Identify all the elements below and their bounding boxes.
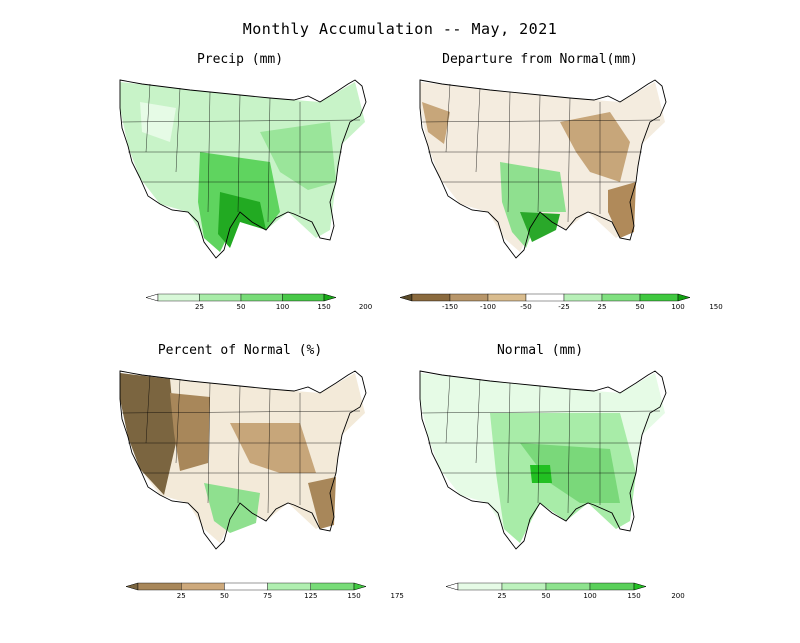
state-borders — [421, 374, 661, 514]
colorbar-segment — [563, 293, 603, 302]
us-outline — [419, 79, 667, 259]
colorbar-departure: -150 -100 -50 -25 25 50 100 150 — [399, 292, 723, 314]
colorbar-segment — [601, 293, 641, 302]
us-outline — [119, 370, 367, 550]
map-departure — [419, 79, 667, 259]
colorbar-arrow-high — [353, 582, 367, 591]
colorbar-segment — [639, 293, 679, 302]
panel-normal: Normal (mm) 25 50 100 150 200 — [380, 343, 700, 643]
colorbar-segment — [224, 582, 268, 591]
colorbar-arrow-low — [445, 582, 459, 591]
panel-title-normal: Normal (mm) — [496, 343, 584, 358]
colorbar-segment — [310, 582, 355, 591]
colorbar-tick-label: 150 — [347, 592, 360, 600]
colorbar-arrow-high — [323, 293, 337, 302]
colorbar-tick-label: 200 — [671, 592, 684, 600]
colorbar-segment — [525, 293, 565, 302]
departure-shading — [420, 82, 665, 252]
colorbar-arrow-high — [633, 582, 647, 591]
colorbar-tick-label: 200 — [359, 303, 372, 311]
us-outline — [119, 79, 367, 259]
colorbar-tick-label: 50 — [542, 592, 551, 600]
map-percent — [119, 370, 367, 550]
state-borders — [121, 374, 361, 514]
colorbar-segment — [589, 582, 635, 591]
panel-title-precip: Precip (mm) — [196, 52, 284, 67]
colorbar-segment — [181, 582, 225, 591]
colorbar-tick-label: 175 — [391, 592, 404, 600]
colorbar-arrow-low — [125, 582, 139, 591]
us-outline — [419, 370, 667, 550]
colorbar-segment — [449, 293, 489, 302]
colorbar-segment — [487, 293, 527, 302]
colorbar-tick-label: 50 — [636, 303, 645, 311]
colorbar-tick-label: 25 — [177, 592, 186, 600]
colorbar-arrow-low — [399, 293, 413, 302]
colorbar-segment — [411, 293, 451, 302]
state-borders — [121, 83, 361, 223]
map-normal — [419, 370, 667, 550]
colorbar-tick-label: 50 — [237, 303, 246, 311]
colorbar-tick-label: -50 — [520, 303, 531, 311]
colorbar-arrow-low — [145, 293, 159, 302]
precip-shading — [120, 82, 365, 252]
colorbar-percent: 25 50 75 125 150 175 — [125, 581, 404, 603]
panel-departure: Departure from Normal(mm) -150 -100 -50 -25… — [380, 52, 723, 352]
colorbar-normal: 25 50 100 150 200 — [445, 581, 685, 603]
colorbar-segment — [267, 582, 312, 591]
panel-title-departure: Departure from Normal(mm) — [442, 52, 638, 67]
figure-title: Monthly Accumulation -- May, 2021 — [242, 20, 558, 38]
colorbar-segment — [457, 582, 503, 591]
colorbar-tick-label: 50 — [220, 592, 229, 600]
colorbar-tick-label: 25 — [598, 303, 607, 311]
colorbar-segment — [199, 293, 242, 302]
percent-shading — [120, 373, 365, 543]
colorbar-precip: 25 50 100 150 200 — [145, 292, 372, 314]
colorbar-tick-label: 25 — [498, 592, 507, 600]
colorbar-tick-label: -25 — [558, 303, 569, 311]
colorbar-segment — [545, 582, 591, 591]
colorbar-segment — [240, 293, 283, 302]
colorbar-segment — [137, 582, 182, 591]
colorbar-tick-label: 125 — [304, 592, 317, 600]
colorbar-arrow-high — [677, 293, 691, 302]
colorbar-tick-label: -100 — [480, 303, 496, 311]
colorbar-segment — [157, 293, 200, 302]
colorbar-tick-label: 150 — [317, 303, 330, 311]
colorbar-tick-label: -150 — [442, 303, 458, 311]
state-borders — [421, 83, 661, 223]
map-precip — [119, 79, 367, 259]
colorbar-tick-label: 100 — [276, 303, 289, 311]
normal-shading — [420, 373, 665, 543]
panel-title-percent: Percent of Normal (%) — [157, 343, 323, 358]
colorbar-tick-label: 150 — [709, 303, 722, 311]
panel-percent: Percent of Normal (%) 25 50 75 125 150 175 — [80, 343, 404, 643]
panel-precip: Precip (mm) 25 50 100 150 200 — [80, 52, 400, 352]
colorbar-tick-label: 75 — [263, 592, 272, 600]
colorbar-tick-label: 100 — [583, 592, 596, 600]
colorbar-tick-label: 100 — [671, 303, 684, 311]
colorbar-segment — [282, 293, 325, 302]
colorbar-tick-label: 150 — [627, 592, 640, 600]
colorbar-segment — [501, 582, 547, 591]
colorbar-tick-label: 25 — [195, 303, 204, 311]
